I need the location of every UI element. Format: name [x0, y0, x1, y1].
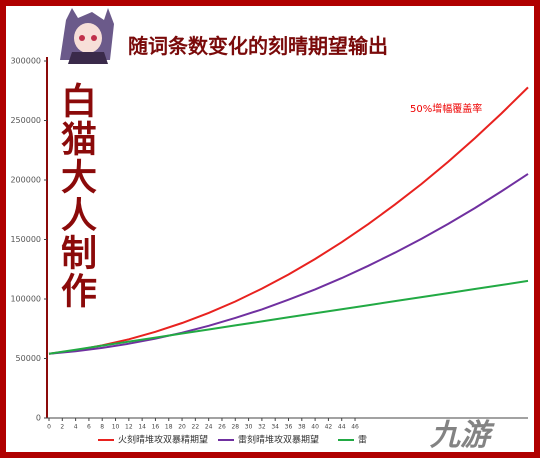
- x-tick-label: 10: [112, 424, 120, 431]
- annotation: 50%增幅覆盖率: [410, 104, 483, 115]
- legend-label: 雷刻晴堆攻双暴期望: [238, 434, 319, 446]
- legend-label: 雷: [358, 435, 367, 446]
- watermark: 九游: [430, 418, 490, 453]
- x-tick-label: 18: [165, 424, 173, 431]
- x-tick-label: 32: [258, 424, 266, 431]
- x-tick-label: 24: [205, 424, 213, 431]
- x-tick-label: 42: [325, 424, 333, 431]
- x-tick-label: 12: [125, 424, 133, 431]
- series-line: [48, 86, 529, 355]
- y-tick-label: 0: [36, 414, 41, 423]
- series-line: [48, 279, 529, 355]
- y-tick-label: 300000: [10, 57, 41, 66]
- x-tick-label: 28: [231, 424, 239, 431]
- legend-label: 火刻晴堆攻双暴精期望: [118, 434, 208, 446]
- x-tick-label: 20: [178, 424, 186, 431]
- x-tick-label: 36: [285, 424, 293, 431]
- x-tick-label: 16: [152, 424, 160, 431]
- x-tick-label: 38: [298, 424, 306, 431]
- x-tick-label: 46: [351, 424, 359, 431]
- series-line: [48, 173, 529, 355]
- x-tick-label: 4: [74, 424, 78, 431]
- x-tick-label: 40: [311, 424, 319, 431]
- x-tick-label: 6: [87, 424, 91, 431]
- x-tick-label: 30: [245, 424, 253, 431]
- x-tick-label: 34: [271, 424, 279, 431]
- x-tick-label: 14: [138, 424, 146, 431]
- y-tick-label: 50000: [16, 354, 41, 363]
- chart-title: 随词条数变化的刻晴期望输出: [128, 34, 388, 58]
- author-note: 白猫大人制作: [55, 82, 97, 310]
- x-tick-label: 2: [60, 424, 64, 431]
- avatar: [60, 8, 114, 64]
- y-tick-label: 200000: [10, 176, 41, 185]
- x-tick-label: 44: [338, 424, 346, 431]
- x-tick-label: 8: [100, 424, 104, 431]
- x-tick-label: 22: [192, 424, 200, 431]
- y-tick-label: 100000: [10, 295, 41, 304]
- y-tick-label: 250000: [10, 116, 41, 125]
- x-tick-label: 0: [47, 424, 51, 431]
- x-tick-label: 26: [218, 424, 226, 431]
- y-tick-label: 150000: [10, 235, 41, 244]
